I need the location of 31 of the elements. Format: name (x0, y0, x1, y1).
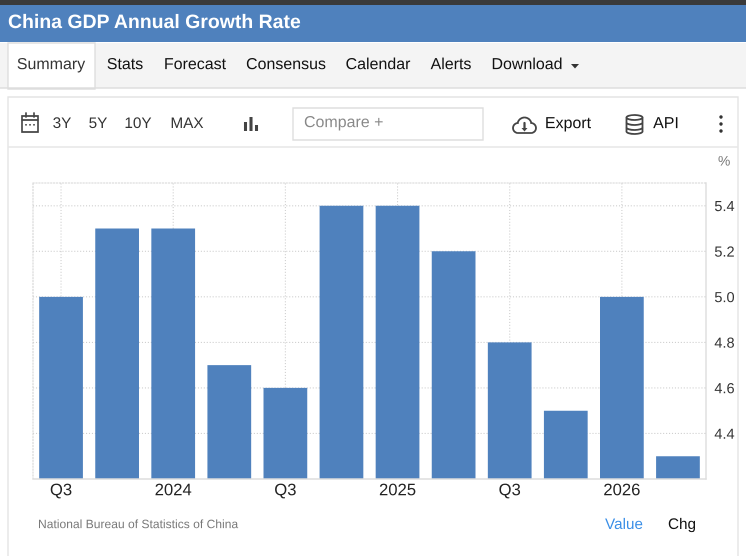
x-tick-label: Q3 (499, 484, 520, 498)
chart-title: China GDP Annual Growth Rate (8, 14, 300, 28)
text: Forecast (165, 58, 226, 70)
y-tick-label: 5.0 (714, 292, 734, 302)
y-tick-label: 5.2 (714, 246, 734, 257)
text: Download (492, 58, 562, 70)
text: 10Y (126, 117, 152, 128)
y-tick-label: 4.6 (714, 383, 734, 394)
y-tick-label: 4.4 (714, 428, 734, 439)
text: Value (605, 518, 642, 530)
text: Stats (108, 58, 143, 70)
text: API (653, 117, 678, 128)
y-tick-label: 4.8 (714, 337, 734, 348)
text: Calendar (346, 58, 410, 70)
x-tick-label: Q3 (50, 484, 72, 498)
text: Consensus (246, 58, 326, 70)
y-tick-label: 5.4 (714, 201, 734, 212)
text: National Bureau of Statistics of China (38, 519, 238, 528)
x-tick-label: 2026 (604, 484, 640, 496)
text: MAX (172, 117, 204, 128)
text: Chg (668, 518, 696, 532)
text: 5Y (89, 117, 108, 128)
y-axis-title: % (718, 156, 730, 166)
text: Compare + (304, 116, 383, 130)
x-tick-label: 2024 (156, 484, 192, 496)
text: Summary (18, 58, 86, 72)
x-tick-label: Q3 (275, 484, 296, 498)
text: Export (546, 117, 591, 132)
text: Alerts (430, 58, 471, 70)
text: 3Y (53, 117, 72, 128)
x-tick-label: 2025 (380, 484, 416, 496)
